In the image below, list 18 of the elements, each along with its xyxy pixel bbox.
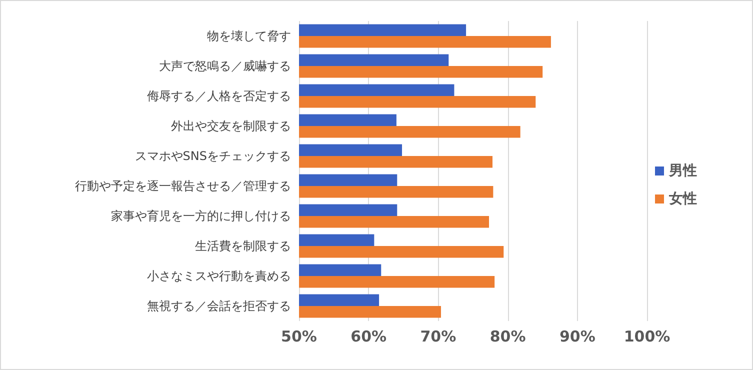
y-tick-label: 大声で怒鳴る／威嚇する [159, 59, 291, 73]
y-tick-label: 外出や交友を制限する [171, 119, 291, 133]
legend-label: 女性 [668, 191, 697, 207]
y-tick-label: 家事や育児を一方的に押し付ける [111, 209, 291, 223]
y-tick-label: 生活費を制限する [195, 239, 291, 253]
x-tick-label: 60% [350, 328, 387, 346]
x-tick-label: 80% [490, 328, 526, 346]
legend-label: 男性 [668, 163, 697, 179]
y-tick-label: 小さなミスや行動を責める [147, 269, 291, 283]
x-tick-label: 90% [559, 328, 596, 346]
x-tick-label: 100% [624, 328, 670, 346]
y-tick-label: 物を壊して脅す [207, 29, 291, 43]
y-tick-label: 無視する／会話を拒否する [147, 299, 291, 313]
y-tick-label: 侮辱する／人格を否定する [147, 89, 291, 103]
y-tick-label: スマホやSNSをチェックする [134, 149, 291, 163]
y-tick-label: 行動や予定を逐一報告させる／管理する [75, 179, 291, 193]
x-tick-label: 70% [420, 328, 456, 346]
x-tick-label: 50% [281, 328, 317, 346]
